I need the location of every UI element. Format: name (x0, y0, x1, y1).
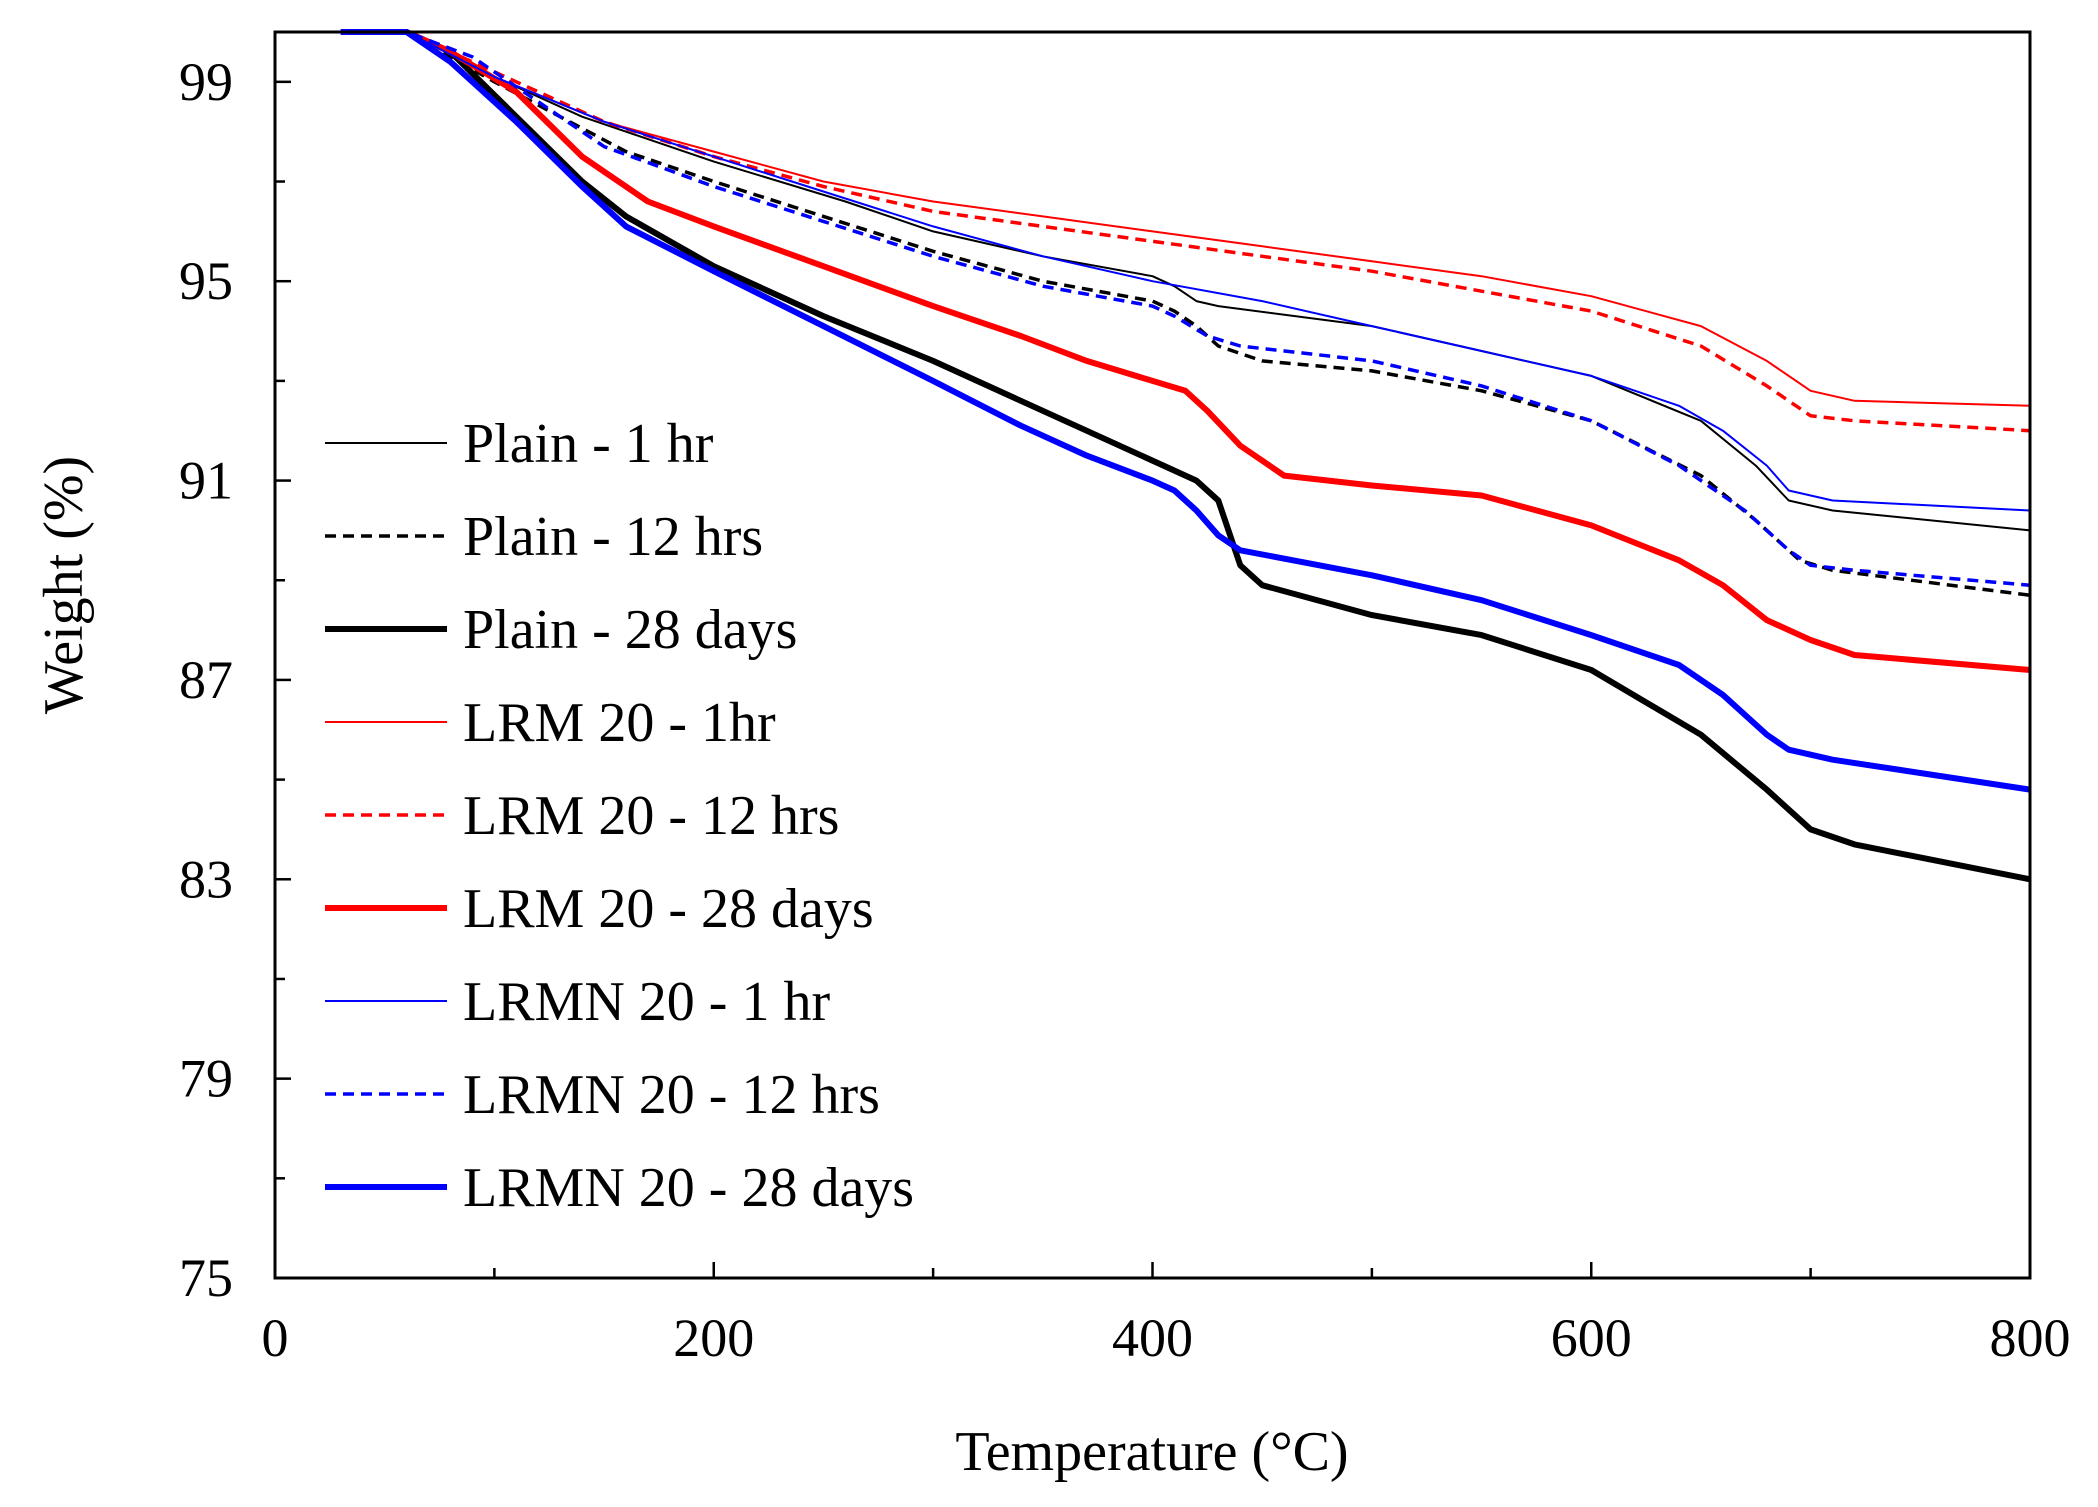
legend-label: LRMN 20 - 12 hrs (463, 1064, 880, 1126)
legend-label: LRMN 20 - 1 hr (463, 971, 830, 1033)
legend-label: LRM 20 - 1hr (463, 692, 776, 754)
tick-layer: 0 200 400 600 800 75 79 83 87 91 95 99 (179, 52, 2071, 1368)
y-tick-label: 87 (179, 650, 233, 710)
legend-label: LRM 20 - 28 days (463, 878, 874, 940)
y-tick-label: 79 (179, 1049, 233, 1109)
series-line (340, 29, 2031, 673)
x-tick-label: 800 (1990, 1308, 2071, 1368)
x-tick-label: 0 (262, 1308, 289, 1368)
y-tick-label: 99 (179, 52, 233, 112)
series-layer (340, 29, 2031, 883)
series-line (340, 29, 2031, 793)
x-tick-label: 600 (1551, 1308, 1632, 1368)
series-line (340, 31, 2031, 512)
legend-label: Plain - 28 days (463, 599, 797, 661)
series-line (340, 30, 2031, 587)
legend-label: Plain - 12 hrs (463, 506, 763, 568)
legend: Plain - 1 hr Plain - 12 hrs Plain - 28 day… (325, 413, 914, 1219)
y-tick-label: 91 (179, 451, 233, 511)
series-line (340, 31, 2031, 532)
legend-label: Plain - 1 hr (463, 413, 714, 475)
y-tick-label: 83 (179, 849, 233, 909)
plot-frame (273, 30, 2032, 1280)
series-line (340, 29, 2031, 883)
y-tick-label: 95 (179, 251, 233, 311)
y-tick-label: 75 (179, 1248, 233, 1308)
legend-label: LRM 20 - 12 hrs (463, 785, 839, 847)
legend-label: LRMN 20 - 28 days (463, 1157, 914, 1219)
x-tick-label: 200 (673, 1308, 754, 1368)
x-axis-title: Temperature (°C) (955, 1421, 1348, 1483)
y-axis-title: Weight (%) (33, 456, 95, 714)
x-tick-label: 400 (1112, 1308, 1193, 1368)
